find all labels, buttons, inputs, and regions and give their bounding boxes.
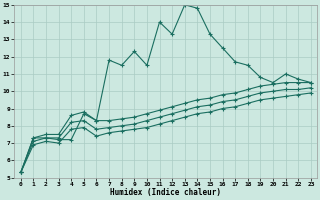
X-axis label: Humidex (Indice chaleur): Humidex (Indice chaleur) bbox=[110, 188, 221, 197]
